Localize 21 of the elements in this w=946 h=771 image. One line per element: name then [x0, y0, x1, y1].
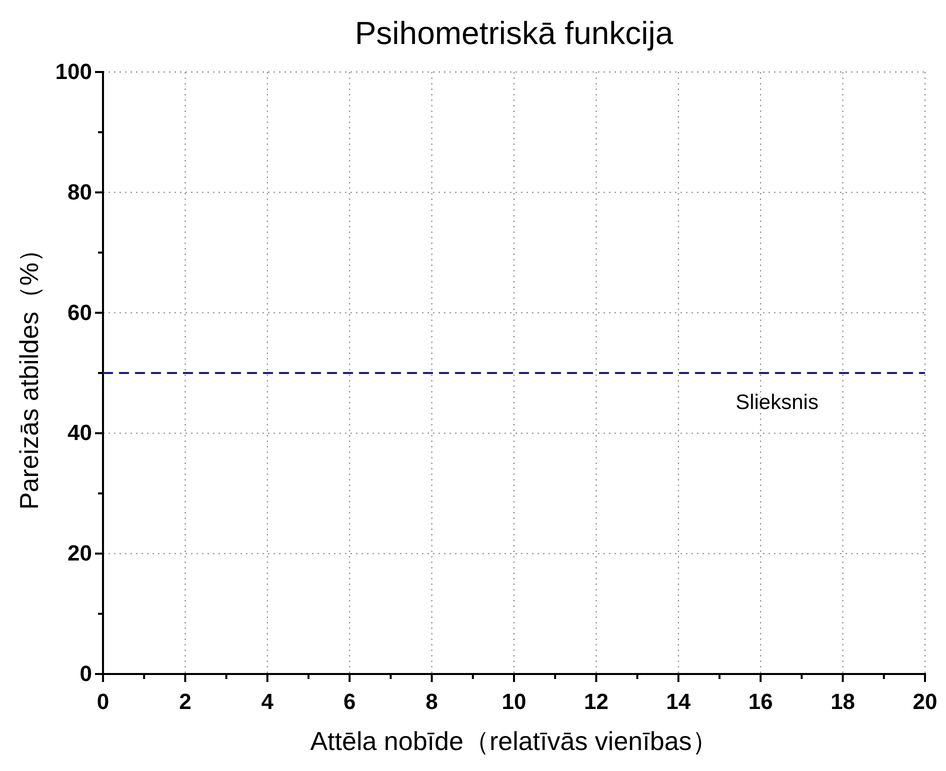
chart-title: Psihometriskā funkcija: [354, 15, 674, 51]
x-tick-label: 4: [261, 689, 274, 714]
x-tick-label: 0: [96, 689, 110, 714]
y-tick-label: 60: [68, 300, 92, 325]
y-tick-label: 100: [55, 59, 92, 84]
y-tick-label: 80: [68, 179, 92, 204]
x-tick-label: 10: [502, 689, 526, 714]
x-tick-label: 6: [343, 689, 356, 714]
x-tick-label: 2: [179, 689, 192, 714]
y-tick-label: 20: [68, 540, 92, 566]
x-tick-label: 18: [830, 689, 856, 714]
x-tick-label: 12: [584, 689, 608, 714]
ref-line-label: Slieksnis: [736, 391, 818, 414]
y-tick-label: 0: [80, 661, 92, 686]
y-axis-title: Pareizās atbildes（%）: [14, 236, 44, 510]
x-tick-label: 8: [426, 689, 438, 714]
x-axis-title: Attēla nobīde（relatīvās vienības）: [310, 726, 718, 756]
x-tick-label: 14: [666, 689, 692, 714]
y-tick-label: 40: [68, 420, 92, 446]
x-tick-label: 16: [748, 689, 773, 714]
x-tick-label: 20: [912, 689, 938, 714]
